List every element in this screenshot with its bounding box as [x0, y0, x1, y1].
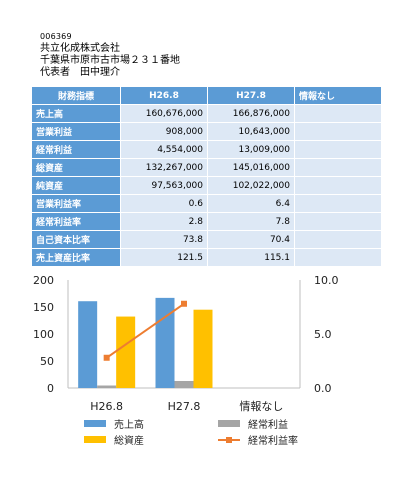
x-tick-label: 情報なし — [239, 400, 283, 413]
row-label: 総資産 — [31, 158, 121, 177]
row-value-na — [294, 212, 382, 231]
table-row: 売上資産比率 121.5 115.1 — [31, 248, 382, 267]
point-経常利益率 — [181, 300, 187, 307]
row-value-h27: 145,016,000 — [207, 158, 295, 177]
row-value-h26: 160,676,000 — [120, 104, 208, 123]
row-value-na — [294, 158, 382, 177]
row-label: 売上資産比率 — [31, 248, 121, 267]
bar-総資産 — [193, 309, 213, 388]
row-value-h26: 2.8 — [120, 212, 208, 231]
row-value-na — [294, 140, 382, 159]
row-value-na — [294, 176, 382, 195]
row-label: 純資産 — [31, 176, 121, 195]
row-label: 売上高 — [31, 104, 121, 123]
y-left-tick-label: 0 — [47, 382, 54, 395]
table-row: 営業利益率 0.6 6.4 — [31, 194, 382, 213]
legend-swatch-売上高 — [84, 420, 106, 427]
legend-marker-経常利益率 — [226, 437, 232, 443]
row-value-h26: 73.8 — [120, 230, 208, 249]
y-left-tick-label: 200 — [33, 274, 54, 287]
row-label: 経常利益率 — [31, 212, 121, 231]
y-right-tick-label: 5.0 — [314, 328, 332, 341]
row-value-h26: 0.6 — [120, 194, 208, 213]
line-経常利益率 — [106, 302, 185, 359]
financial-chart: 0501001502000.05.010.0H26.8 H27.8 情報なし売上高経… — [33, 274, 339, 447]
y-left-tick-label: 100 — [33, 328, 54, 341]
legend-label: 経常利益率 — [248, 434, 298, 447]
bar-経常利益 — [97, 385, 117, 388]
table-row: 純資産 97,563,000 102,022,000 — [31, 176, 382, 195]
y-right-tick-label: 0.0 — [314, 382, 332, 395]
company-name: 共立化成株式会社 — [40, 43, 120, 54]
y-right-tick-label: 10.0 — [314, 274, 339, 287]
table-row: 売上高 160,676,000 166,876,000 — [31, 104, 382, 123]
row-value-h27: 7.8 — [207, 212, 295, 231]
row-label: 経常利益 — [31, 140, 121, 159]
row-label: 営業利益率 — [31, 194, 121, 213]
row-value-na — [294, 194, 382, 213]
row-value-h26: 4,554,000 — [120, 140, 208, 159]
row-label: 自己資本比率 — [31, 230, 121, 249]
table-row: 総資産 132,267,000 145,016,000 — [31, 158, 382, 177]
row-label: 営業利益 — [31, 122, 121, 141]
y-left-tick-label: 150 — [33, 301, 54, 314]
point-経常利益率 — [103, 354, 110, 361]
row-value-h26: 97,563,000 — [120, 176, 208, 195]
table-row: 営業利益 908,000 10,643,000 — [31, 122, 382, 141]
table-row: 経常利益 4,554,000 13,009,000 — [31, 140, 382, 159]
row-value-h27: 166,876,000 — [207, 104, 295, 123]
row-value-h26: 132,267,000 — [120, 158, 208, 177]
financial-table: 財務指標 H26.8 H27.8 情報なし 売上高 160,676,000 16… — [31, 86, 382, 267]
legend-label: 売上高 — [114, 418, 144, 431]
row-value-na — [294, 248, 382, 267]
legend-label: 経常利益 — [248, 418, 288, 431]
legend-swatch-総資産 — [84, 436, 106, 443]
table-header-row: 財務指標 H26.8 H27.8 情報なし — [31, 86, 382, 105]
table-row: 経常利益率 2.8 7.8 — [31, 212, 382, 231]
header-cell: H27.8 — [207, 86, 295, 105]
row-value-h27: 115.1 — [207, 248, 295, 267]
row-value-h26: 908,000 — [120, 122, 208, 141]
row-value-na — [294, 122, 382, 141]
row-value-h27: 10,643,000 — [207, 122, 295, 141]
row-value-h27: 13,009,000 — [207, 140, 295, 159]
row-value-h27: 6.4 — [207, 194, 295, 213]
y-left-tick-label: 50 — [40, 355, 54, 368]
company-header: 006369 共立化成株式会社 千葉県市原市古市場２３１番地 代表者 田中理介 — [40, 31, 180, 79]
legend-swatch-経常利益 — [218, 420, 240, 427]
header-cell: 情報なし — [294, 86, 382, 105]
row-value-h27: 102,022,000 — [207, 176, 295, 195]
row-value-h26: 121.5 — [120, 248, 208, 267]
bar-売上高 — [78, 301, 98, 388]
bar-経常利益 — [174, 380, 194, 388]
table-row: 自己資本比率 73.8 70.4 — [31, 230, 382, 249]
row-value-na — [294, 230, 382, 249]
row-value-h27: 70.4 — [207, 230, 295, 249]
company-code: 006369 — [40, 32, 72, 41]
bar-総資産 — [116, 316, 136, 388]
x-tick-label: H26.8 — [90, 400, 123, 413]
row-value-na — [294, 104, 382, 123]
header-cell: 財務指標 — [31, 86, 121, 105]
header-cell: H26.8 — [120, 86, 208, 105]
legend-label: 総資産 — [114, 434, 144, 447]
x-tick-label: H27.8 — [168, 400, 201, 413]
company-address: 千葉県市原市古市場２３１番地 — [40, 55, 180, 66]
company-representative: 代表者 田中理介 — [40, 67, 120, 78]
